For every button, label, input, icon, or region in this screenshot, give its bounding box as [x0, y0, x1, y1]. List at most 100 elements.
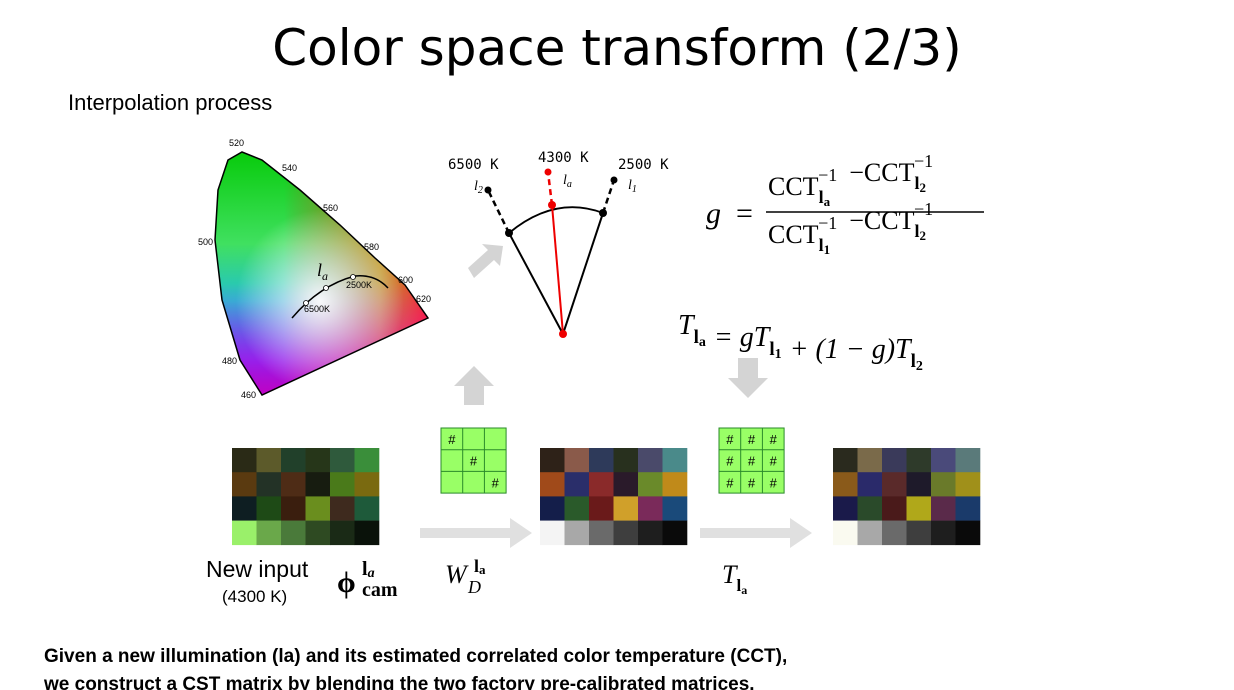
temp-label: 4300 K	[538, 150, 589, 166]
matrix-cell: #	[748, 475, 756, 490]
subsub: 1	[775, 347, 782, 362]
subsub: 2	[920, 228, 927, 243]
color-patch	[857, 496, 883, 521]
la-sub: a	[322, 269, 328, 283]
color-patch	[662, 496, 688, 521]
color-patch	[833, 448, 858, 473]
matrices: # # # # # # # # # # # #	[440, 427, 785, 494]
color-patch	[589, 520, 614, 546]
color-patch	[330, 520, 355, 546]
operator: −	[849, 206, 864, 235]
color-patch	[931, 448, 956, 473]
formula-row: CCTl1−1 −CCTl2−1	[768, 199, 933, 257]
color-patch	[613, 496, 639, 521]
color-patch	[906, 520, 932, 546]
cct-label: 6500K	[304, 304, 330, 314]
wavelength-label: 620	[416, 294, 431, 304]
term: T	[678, 310, 696, 341]
wd-base: W	[445, 560, 469, 589]
color-patch	[955, 448, 981, 473]
color-patch	[638, 520, 663, 546]
color-patch	[256, 448, 282, 473]
color-patch	[638, 472, 663, 497]
color-patch	[833, 496, 858, 521]
color-patch	[955, 496, 981, 521]
formula-g: g = CCTla−1 −CCTl2−1 CCTl1−1 −CCTl2−1	[706, 151, 984, 257]
color-patch	[305, 472, 331, 497]
color-patch	[931, 496, 956, 521]
sub: l	[769, 339, 774, 360]
color-patch	[232, 496, 257, 521]
wavelength-label: 460	[241, 390, 256, 400]
title: Color space transform (2/3)	[272, 19, 962, 77]
wd-sup-sub: a	[479, 562, 486, 577]
checkers	[232, 448, 981, 546]
matrix-cell: #	[726, 475, 734, 490]
wavelength-label: 480	[222, 356, 237, 366]
color-patch	[882, 520, 907, 546]
color-patch	[906, 496, 932, 521]
color-patch	[882, 496, 907, 521]
color-patch	[281, 496, 306, 521]
color-patch	[305, 520, 331, 546]
color-patch	[330, 496, 355, 521]
color-patch	[638, 448, 663, 473]
cct: CCT	[864, 206, 915, 235]
sup: −1	[914, 199, 933, 219]
numerator: CCTla−1 −CCTl2−1	[768, 151, 933, 209]
color-patch	[281, 472, 306, 497]
cct: CCT	[768, 172, 819, 201]
color-patch	[613, 520, 639, 546]
color-patch	[662, 520, 688, 546]
color-patch	[955, 472, 981, 497]
wd-label: W D la	[445, 556, 486, 597]
formula-row: Tla = gTl1 + (1 − g)Tl2	[678, 310, 923, 374]
matrix-cell: #	[470, 454, 478, 469]
illum-label: la	[563, 173, 572, 190]
color-patch	[305, 448, 331, 473]
t-label: Tla	[722, 560, 747, 597]
wavelength-label: 520	[229, 138, 244, 148]
formula-row: CCTla−1 −CCTl2−1	[768, 151, 933, 209]
color-patch	[540, 448, 565, 473]
phi-label: ϕ la cam	[337, 558, 398, 601]
color-patch	[589, 472, 614, 497]
color-patch	[613, 472, 639, 497]
color-patch	[613, 448, 639, 473]
color-patch	[882, 448, 907, 473]
sub: l	[694, 327, 699, 348]
color-patch	[256, 496, 282, 521]
formula-t: Tla = gTl1 + (1 − g)Tl2	[678, 310, 923, 374]
color-patch	[662, 472, 688, 497]
illum-base: l	[474, 179, 478, 194]
matrix-cell: #	[726, 432, 734, 447]
color-patch	[256, 472, 282, 497]
matrix-cell: #	[748, 432, 756, 447]
color-patch	[564, 448, 590, 473]
formula-lhs: g	[706, 197, 721, 230]
color-patch	[232, 520, 257, 546]
matrix-cell: #	[492, 475, 500, 490]
sub: l	[819, 235, 824, 255]
color-patch	[833, 520, 858, 546]
illum-label: l2	[474, 179, 483, 196]
color-patch	[833, 472, 858, 497]
color-patch	[540, 472, 565, 497]
color-patch	[564, 520, 590, 546]
sub: l	[915, 221, 920, 241]
subsub: 1	[824, 242, 831, 257]
caption-line: Given a new illumination (la) and its es…	[44, 646, 787, 667]
subtitle: Interpolation process	[68, 90, 272, 115]
term: + (1 − g)T	[790, 334, 913, 365]
matrix-cell: #	[770, 432, 778, 447]
sup: −1	[818, 165, 837, 185]
phi-sup-sub: a	[368, 566, 375, 581]
color-patch	[931, 520, 956, 546]
matrix-cell: #	[770, 454, 778, 469]
subsub: a	[699, 335, 706, 350]
wavelength-label: 560	[323, 203, 338, 213]
color-patch	[330, 448, 355, 473]
illum-label: l1	[628, 178, 637, 195]
